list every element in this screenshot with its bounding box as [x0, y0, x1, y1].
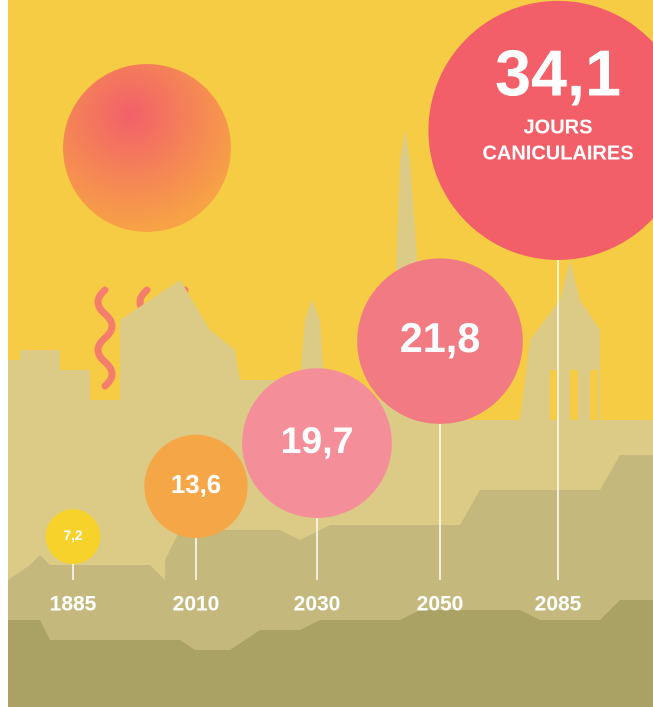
- value-label: 34,1: [495, 37, 621, 110]
- value-label: 13,6: [171, 471, 221, 499]
- value-label: 7,2: [63, 528, 82, 543]
- year-label: 2010: [173, 593, 220, 616]
- year-label: 2030: [294, 593, 341, 616]
- value-label: 19,7: [281, 419, 354, 461]
- year-label: 2085: [535, 593, 582, 616]
- infographic: 7,2 1885 13,6 2010 19,7 2030 21,8 2050 34,1 JOURS…: [0, 0, 653, 707]
- year-label: 1885: [50, 593, 97, 616]
- colonnade: [550, 370, 598, 420]
- value-label: 21,8: [400, 315, 481, 361]
- annotation: JOURS: [524, 117, 593, 139]
- year-label: 2050: [417, 593, 464, 616]
- annotation: CANICULAIRES: [482, 143, 633, 165]
- sun: [63, 64, 231, 232]
